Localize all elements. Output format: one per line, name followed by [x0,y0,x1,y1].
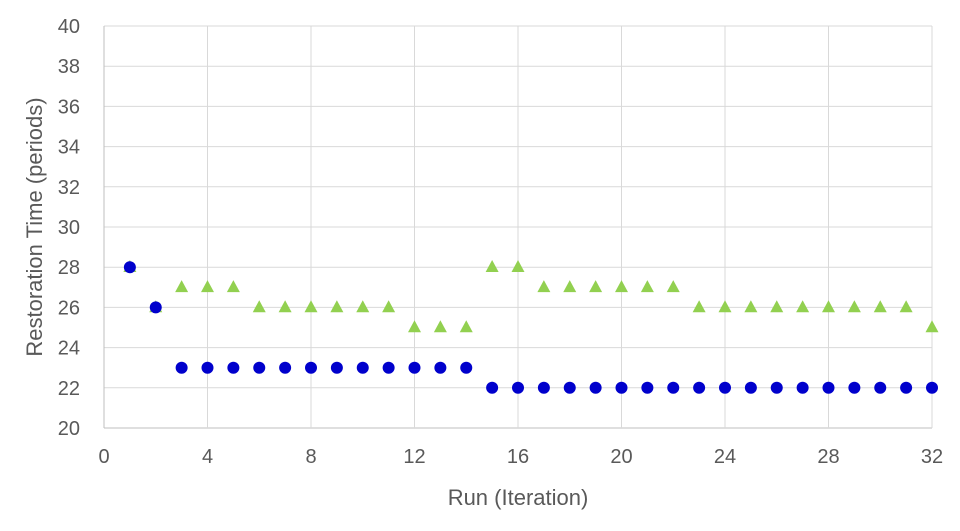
circle-point [253,361,266,374]
y-tick-label: 38 [58,56,80,78]
circle-point [874,381,887,394]
circle-point [770,381,783,394]
circle-point [693,381,706,394]
circle-point [615,381,628,394]
triangle-point [666,280,680,293]
y-tick-label: 20 [58,418,80,440]
triangle-point [770,300,784,313]
series-1 [123,260,939,333]
circle-point [382,361,395,374]
triangle-point [433,320,447,333]
circle-point [719,381,731,394]
circle-point [848,381,861,394]
triangle-point [485,260,499,272]
circle-point [641,381,654,394]
triangle-point [822,300,835,313]
circle-point [537,381,550,394]
x-tick-label: 12 [403,446,425,468]
tick-labels: 20 22 24 26 28 30 32 34 36 38 40 0 4 8 12 16 20 24 28 32 [58,16,943,468]
x-tick-label: 8 [305,446,316,468]
circle-point [563,381,576,394]
triangle-point [356,300,370,313]
triangle-point [382,300,396,313]
triangle-point [615,280,628,293]
triangle-point [563,280,577,293]
x-tick-label: 0 [98,446,109,468]
triangle-point [692,300,706,313]
x-tick-label: 20 [610,446,632,468]
circle-point [175,361,188,374]
circle-point [486,381,499,394]
circle-point [149,301,162,314]
triangle-point [718,300,732,313]
circle-point [330,361,343,374]
triangle-point [304,300,318,313]
circle-point [305,361,317,374]
y-tick-label: 28 [58,257,80,279]
triangle-point [175,280,189,293]
circle-point [408,361,421,374]
x-tick-label: 32 [921,446,943,468]
y-tick-label: 32 [58,177,80,199]
x-tick-label: 28 [817,446,839,468]
y-tick-label: 36 [58,96,80,118]
circle-point [796,381,809,394]
triangle-point [796,300,810,313]
triangle-point [330,300,344,313]
y-tick-label: 22 [58,378,80,400]
y-tick-label: 40 [58,16,80,38]
x-tick-label: 24 [714,446,736,468]
circle-point [667,381,680,394]
circle-point [900,381,913,394]
circle-point [279,361,292,374]
triangle-point [744,300,758,313]
y-tick-label: 30 [58,217,80,239]
circle-point [356,361,369,374]
circle-point [512,381,524,394]
circle-point [227,361,240,374]
y-tick-label: 26 [58,297,80,319]
triangle-point [899,300,913,313]
x-tick-label: 4 [202,446,213,468]
y-tick-label: 34 [58,137,80,159]
circle-point [123,261,136,274]
circle-point [744,381,757,394]
triangle-point [252,300,266,313]
circle-point [201,361,214,374]
triangle-point [589,280,603,293]
y-tick-label: 24 [58,338,80,360]
x-axis-label: Run (Iteration) [448,485,589,510]
circle-point [434,361,447,374]
triangle-point [459,320,473,333]
data-series [123,260,939,394]
triangle-point [511,260,525,272]
triangle-point [278,300,292,313]
circle-point [589,381,602,394]
x-tick-label: 16 [507,446,529,468]
series-2 [123,261,938,394]
triangle-point [640,280,654,293]
triangle-point [537,280,551,293]
triangle-point [408,320,421,333]
circle-point [926,381,938,394]
triangle-point [226,280,240,293]
y-axis-label: Restoration Time (periods) [22,97,47,356]
triangle-point [201,280,214,293]
triangle-point [873,300,887,313]
triangle-point [925,320,939,333]
circle-point [822,381,835,394]
circle-point [460,361,473,374]
triangle-point [847,300,861,313]
